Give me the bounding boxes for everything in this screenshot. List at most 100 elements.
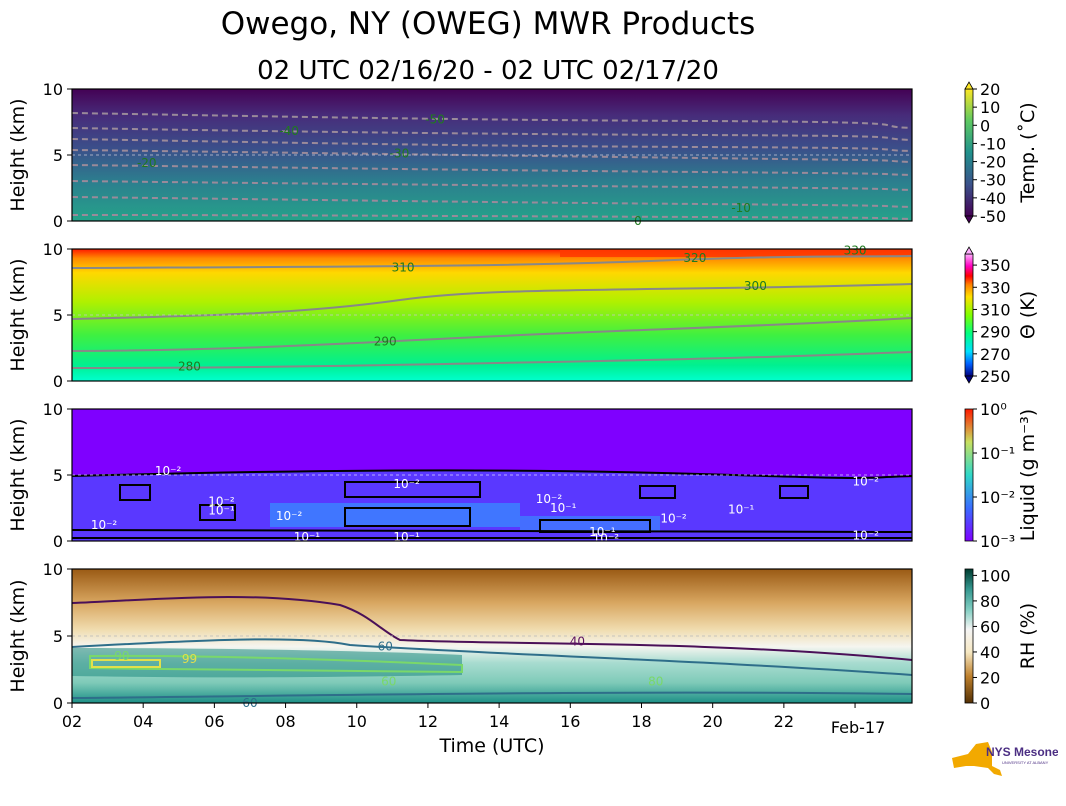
contour-label: 10⁻² [660, 512, 687, 526]
colorbar-tick-label: 350 [980, 256, 1011, 275]
logo-text: NYS Mesonet [986, 745, 1058, 759]
contour-label: -20 [137, 156, 157, 170]
y-axis-label: Height (km) [7, 579, 29, 692]
colorbar-tick-label: 10⁻³ [980, 532, 1015, 551]
contour-label: 310 [392, 260, 415, 274]
y-tick-label: 0 [53, 694, 63, 713]
colorbar-tick-label: -40 [980, 189, 1006, 208]
colorbar-tick-label: 20 [980, 668, 1000, 687]
colorbar-tick-label: 0 [980, 694, 990, 713]
y-tick-label: 5 [53, 627, 63, 646]
colorbar-label: Liquid (g m⁻³) [1017, 409, 1039, 541]
x-tick-label: 04 [133, 712, 153, 731]
x-tick-label: 18 [631, 712, 651, 731]
figure-subtitle: 02 UTC 02/16/20 - 02 UTC 02/17/20 [257, 56, 719, 86]
colorbar-extend-min [964, 215, 974, 224]
colorbar-extend-max [964, 246, 974, 255]
colorbar-tick-label: 60 [980, 617, 1000, 636]
colorbar-tick-label: 10 [980, 98, 1000, 117]
colorbar [964, 88, 974, 217]
contour-label: 330 [844, 243, 867, 257]
contour-label: 40 [570, 634, 585, 648]
x-tick-label: 06 [204, 712, 224, 731]
theta-top-band [560, 249, 912, 257]
colorbar-tick-label: -20 [980, 153, 1006, 172]
temperature-panel: -50-40-30-20-100 [71, 88, 913, 228]
colorbar-tick-label: 0 [980, 116, 990, 135]
contour-label: 60 [381, 675, 396, 689]
colorbar-tick-label: 10⁻¹ [980, 444, 1015, 463]
axes-layer: 0 5 10 Height (km) 0 5 10 Height (km) 0 5 10 Height… [7, 80, 72, 713]
liquid-core-1 [270, 503, 520, 527]
colorbar-label: Temp. (˚C) [1017, 102, 1039, 203]
colorbar-tick-label: 80 [980, 592, 1000, 611]
y-axis-label: Height (km) [7, 98, 29, 211]
y-tick-label: 5 [53, 306, 63, 325]
temperature-contours [71, 112, 913, 220]
y-tick-label: 10 [43, 400, 63, 419]
contour-label: -30 [390, 147, 410, 161]
contour-label: 320 [683, 251, 706, 265]
x-tick-label: 16 [560, 712, 580, 731]
x-tick-label: 12 [418, 712, 438, 731]
colorbar-label: RH (%) [1017, 603, 1039, 669]
contour-label: -40 [279, 124, 299, 138]
x-tick-label: 20 [702, 712, 722, 731]
theta-contour-labels: 280 290 300 310 320 330 [178, 243, 866, 373]
contour-label: 290 [374, 334, 397, 348]
nys-mesonet-logo: NYS Mesonet UNIVERSITY AT ALBANY [952, 742, 1058, 776]
contour-label: 90 [114, 649, 129, 663]
contour-label: -10 [731, 201, 751, 215]
contour-label: 10⁻² [853, 529, 880, 543]
x-tick-label: 22 [774, 712, 794, 731]
contour-label: 60 [378, 640, 393, 654]
rh-contours [71, 595, 913, 699]
colorbar-tick-label: 310 [980, 300, 1011, 319]
y-tick-label: 0 [53, 532, 63, 551]
y-axis-label: Height (km) [7, 418, 29, 531]
colorbar-tick-label: 40 [980, 643, 1000, 662]
contour-label: 10⁻² [536, 492, 563, 506]
contour-label: 10⁻¹ [728, 502, 755, 516]
x-tick-label: 14 [489, 712, 509, 731]
contour-label: -50 [425, 112, 445, 126]
x-tick-label: 08 [275, 712, 295, 731]
x-axis: 02 04 06 08 10 12 14 16 18 20 22 Feb-17 Time (UTC) [62, 703, 885, 757]
colorbar [964, 408, 974, 542]
colorbar-tick-label: 10⁰ [980, 400, 1007, 419]
logo-subtext: UNIVERSITY AT ALBANY [1002, 760, 1049, 765]
contour-label: 10⁻² [155, 464, 182, 478]
colorbar-extend-min [964, 375, 974, 384]
colorbar [964, 568, 974, 704]
contour-label: 10⁻¹ [550, 501, 577, 515]
colorbar [964, 253, 974, 377]
colorbar-tick-label: 100 [980, 566, 1011, 585]
contour-label: 10⁻² [91, 518, 118, 532]
contour-label: 10⁻¹ [589, 525, 616, 539]
contour-label: 300 [744, 279, 767, 293]
theta-contours [71, 255, 913, 369]
contour-label: 80 [648, 675, 663, 689]
y-tick-label: 10 [43, 240, 63, 259]
contour-label: 10⁻² [853, 475, 880, 489]
ny-state-shape-icon [952, 742, 1002, 776]
x-tick-label: 02 [62, 712, 82, 731]
theta-panel: 280 290 300 310 320 330 [71, 243, 913, 382]
y-axis-label: Height (km) [7, 258, 29, 371]
y-tick-label: 0 [53, 212, 63, 231]
contour-label: 10⁻² [393, 477, 420, 491]
y-tick-label: 10 [43, 560, 63, 579]
y-tick-label: 0 [53, 372, 63, 391]
temperature-contour-labels: -50-40-30-20-100 [137, 112, 751, 228]
colorbar-tick-label: 250 [980, 367, 1011, 386]
colorbar-tick-label: -10 [980, 134, 1006, 153]
contour-label: 10⁻¹ [393, 530, 420, 544]
colorbar-extend-max [964, 81, 974, 90]
liquid-panel: 10⁻²10⁻²10⁻²10⁻¹ 10⁻²10⁻¹10⁻²10⁻¹10⁻²10⁻¹… [71, 408, 913, 545]
contour-label: 10⁻¹ [208, 504, 235, 518]
colorbar-tick-label: -30 [980, 171, 1006, 190]
contour-label: 10⁻² [208, 494, 235, 508]
colorbar-tick-label: 330 [980, 278, 1011, 297]
